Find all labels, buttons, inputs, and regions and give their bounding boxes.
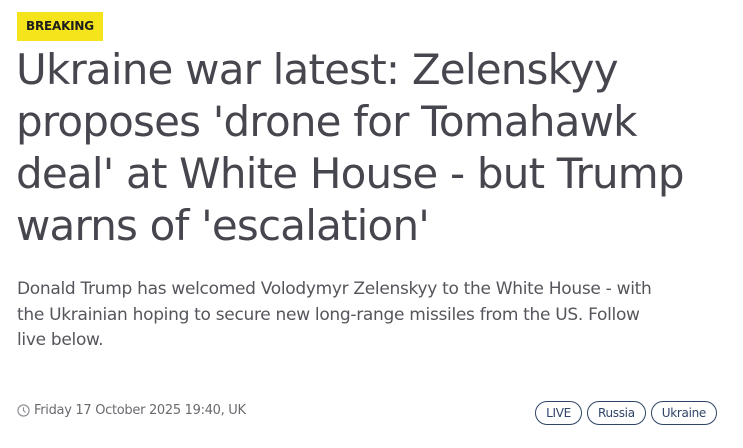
headline-line: warns of 'escalation' <box>16 201 430 250</box>
article-meta: Friday 17 October 2025 19:40, UK <box>17 403 246 418</box>
breaking-badge: BREAKING <box>17 12 103 41</box>
standfirst-line: Donald Trump has welcomed Volodymyr Zele… <box>17 279 652 299</box>
headline-line: Ukraine war latest: Zelenskyy <box>16 45 619 94</box>
tag-ukraine[interactable]: Ukraine <box>650 401 717 425</box>
headline-line: proposes 'drone for Tomahawk <box>16 97 637 146</box>
standfirst-line: live below. <box>17 330 104 350</box>
clock-icon <box>17 404 30 417</box>
tag-russia[interactable]: Russia <box>586 401 646 425</box>
standfirst: Donald Trump has welcomed Volodymyr Zele… <box>17 277 652 354</box>
timestamp: Friday 17 October 2025 19:40, UK <box>34 403 246 418</box>
headline-line: deal' at White House - but Trump <box>16 149 685 198</box>
tag-list: LIVE Russia Ukraine <box>535 401 717 425</box>
headline: Ukraine war latest: Zelenskyy proposes '… <box>16 44 685 252</box>
standfirst-line: the Ukrainian hoping to secure new long-… <box>17 304 640 325</box>
tag-live[interactable]: LIVE <box>535 401 582 425</box>
